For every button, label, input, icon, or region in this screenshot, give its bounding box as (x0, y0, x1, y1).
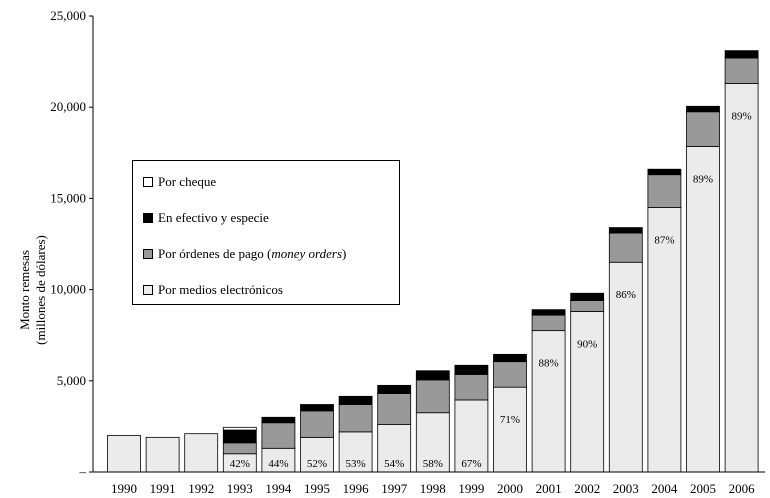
legend-label-check: Por cheque (158, 174, 217, 189)
bar-percent-label: 54% (384, 458, 404, 470)
bar-percent-label: 86% (616, 289, 636, 301)
x-tick-label: 2001 (536, 481, 562, 496)
x-tick-label: 1995 (304, 481, 330, 496)
x-tick-label: 1992 (188, 481, 214, 496)
bar-segment-electronic (531, 330, 566, 473)
y-tick-label: 10,000 (50, 282, 86, 297)
bar-segment-money_orders (608, 232, 643, 263)
bar-segment-cash (647, 168, 682, 176)
bar-percent-label: 89% (693, 173, 713, 185)
bar-segment-electronic (724, 83, 759, 473)
legend-item-cash: En efectivo y especie (143, 210, 269, 226)
bar-segment-check (222, 426, 257, 431)
bar-segment-cash (493, 353, 527, 363)
y-axis: – 5,000 10,000 15,000 20,000 25,000 (50, 8, 94, 479)
bars: 42% 44% 52% 53% 54% 58% 67% 71% 88% 90% 86% 87% 89% 8… (107, 50, 759, 473)
bar-segment-electronic (107, 435, 141, 473)
bar-segment-electronic (647, 207, 682, 473)
y-tick-label: 15,000 (50, 190, 86, 205)
bar-percent-label: 89% (732, 110, 752, 122)
y-axis-subtitle: (millones de dólares) (33, 235, 48, 345)
x-tick-label: 1997 (381, 481, 408, 496)
bar-segment-cash (724, 50, 759, 59)
bar-segment-electronic (300, 436, 334, 473)
bar-percent-label: 71% (500, 414, 520, 426)
x-axis: 1990 1991 1992 1993 1994 1995 1996 1997 1998 1999… (93, 471, 765, 496)
bar-percent-label: 44% (268, 458, 288, 470)
legend-label-money-orders-italic: money orders (271, 246, 343, 261)
bar-segment-money_orders (415, 379, 450, 414)
x-tick-label: 2006 (729, 481, 756, 496)
bar-percent-label: 67% (461, 458, 481, 470)
x-tick-label: 2004 (651, 481, 678, 496)
bar-segment-electronic (686, 146, 720, 473)
bar-segment-money_orders (570, 300, 605, 312)
bar-segment-cash (531, 309, 566, 316)
bar-segment-electronic (493, 386, 527, 473)
bar-segment-cash (377, 384, 412, 394)
legend-swatch-check (143, 177, 153, 187)
x-tick-label: 1993 (227, 481, 253, 496)
legend-label-electronic: Por medios electrónicos (158, 282, 283, 297)
bar-segment-cash (338, 395, 373, 405)
bar-segment-cash (261, 416, 296, 424)
bar-segment-cash (570, 292, 605, 301)
x-tick-label: 1996 (343, 481, 370, 496)
bar-percent-label: 90% (577, 338, 597, 350)
bar-segment-cash (686, 105, 720, 113)
bar-percent-label: 87% (654, 235, 674, 247)
x-tick-label: 1990 (111, 481, 137, 496)
bar-segment-electronic (184, 433, 219, 473)
x-tick-label: 1991 (150, 481, 176, 496)
legend-label-cash: En efectivo y especie (158, 210, 269, 225)
bar-segment-money_orders (300, 410, 334, 438)
bar-segment-money_orders (261, 422, 296, 449)
x-tick-label: 2002 (574, 481, 600, 496)
bar-percent-label: 42% (230, 458, 250, 470)
x-tick-label: 1998 (420, 481, 446, 496)
legend-label-money-orders: Por órdenes de pago (money orders) (158, 246, 347, 261)
legend-item-electronic: Por medios electrónicos (143, 282, 283, 298)
bar-segment-electronic (338, 431, 373, 473)
bar-percent-label: 52% (307, 458, 327, 470)
bar-segment-money_orders (454, 374, 489, 401)
legend-swatch-electronic (143, 285, 153, 295)
bar-segment-electronic (415, 412, 450, 473)
y-tick-label: 5,000 (57, 373, 86, 388)
x-tick-label: 2003 (613, 481, 639, 496)
y-axis-title: Monto remesas (17, 250, 32, 330)
y-tick-label: – (79, 464, 87, 479)
x-tick-label: 1999 (458, 481, 484, 496)
bar-percent-label: 58% (423, 458, 443, 470)
bar-segment-electronic (377, 424, 412, 473)
legend-item-check: Por cheque (143, 174, 216, 190)
bar-segment-cash (608, 227, 643, 234)
bar-segment-money_orders (724, 57, 759, 84)
bar-percent-label: 53% (346, 458, 366, 470)
legend: Por cheque En efectivo y especie Por órd… (132, 160, 400, 305)
bar-segment-money_orders (493, 361, 527, 388)
bar-segment-cash (222, 429, 257, 444)
bar-segment-electronic (145, 436, 180, 473)
x-tick-label: 1994 (265, 481, 292, 496)
bar-segment-money_orders (338, 404, 373, 433)
bar-segment-cash (454, 364, 489, 375)
legend-swatch-money-orders (143, 249, 153, 259)
bar-segment-money_orders (647, 174, 682, 208)
legend-item-money-orders: Por órdenes de pago (money orders) (143, 246, 346, 262)
x-tick-label: 2005 (690, 481, 716, 496)
bar-segment-money_orders (531, 314, 566, 332)
y-tick-label: 25,000 (50, 8, 86, 23)
legend-swatch-cash (143, 213, 153, 223)
bar-percent-label: 88% (539, 358, 559, 370)
bar-segment-money_orders (222, 442, 257, 455)
bar-segment-money_orders (377, 393, 412, 425)
bar-segment-cash (300, 404, 334, 412)
x-tick-label: 2000 (497, 481, 523, 496)
bar-segment-electronic (570, 311, 605, 473)
bar-segment-money_orders (686, 111, 720, 147)
y-tick-label: 20,000 (50, 99, 86, 114)
bar-segment-cash (415, 370, 450, 381)
